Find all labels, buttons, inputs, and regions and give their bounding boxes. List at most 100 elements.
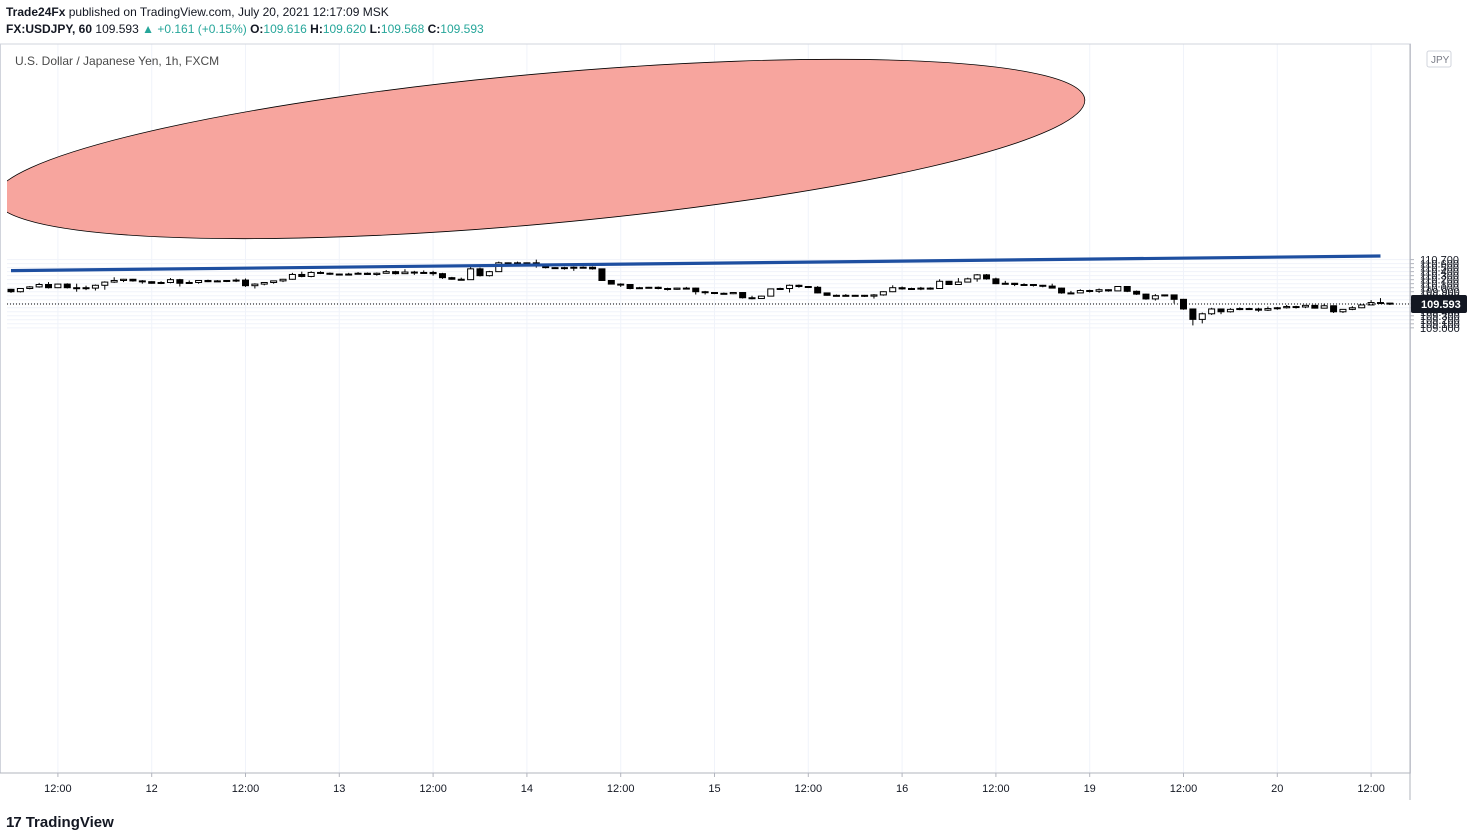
x-tick-label: 16: [896, 783, 908, 795]
candle-body: [589, 266, 597, 270]
open-value: 109.616: [263, 22, 307, 36]
candle-body: [110, 279, 118, 283]
candle-body: [195, 279, 203, 283]
chart-title: U.S. Dollar / Japanese Yen, 1h, FXCM: [15, 54, 219, 68]
candle-body: [120, 278, 128, 281]
candle-body: [1198, 313, 1206, 320]
candle-body: [242, 279, 249, 287]
candle-body: [645, 286, 653, 289]
price-tag: [1411, 295, 1467, 314]
tradingview-logo[interactable]: 17 TradingView: [6, 812, 114, 832]
candle-body: [598, 268, 606, 281]
x-tick-label: 20: [1271, 783, 1283, 795]
candle-body: [485, 271, 493, 277]
candle-body: [1376, 302, 1384, 305]
candle-body: [288, 273, 296, 280]
candle-body: [260, 281, 268, 285]
candle-body: [317, 271, 325, 274]
candle-body: [898, 287, 906, 290]
y-tick-label: 110.200: [1420, 275, 1459, 287]
candle-body: [1001, 282, 1009, 285]
candle-body: [91, 284, 99, 289]
tradingview-logo-icon: 17: [6, 813, 22, 831]
x-tick-label: 15: [708, 783, 720, 795]
candle-body: [954, 281, 962, 285]
candle-body: [682, 287, 690, 290]
candle-body: [1104, 289, 1112, 292]
y-tick-label: 110.000: [1420, 283, 1459, 295]
candle-body: [907, 288, 915, 291]
candle-body: [1339, 308, 1347, 313]
candle-body: [767, 288, 775, 297]
x-tick-label: 12:00: [982, 783, 1010, 795]
candle-body: [1301, 304, 1309, 308]
candle-body: [467, 268, 475, 281]
candle-body: [54, 283, 62, 289]
candle-body: [1142, 293, 1150, 300]
candle-body: [692, 287, 700, 293]
candle-body: [560, 267, 568, 270]
x-tick-label: 12:00: [795, 783, 823, 795]
x-tick-label: 12:00: [607, 783, 635, 795]
candle-body: [889, 287, 897, 293]
candle-body: [804, 285, 812, 288]
candle-body: [392, 271, 400, 275]
candle-body: [1048, 285, 1056, 289]
candle-body: [635, 287, 643, 290]
candle-body: [739, 292, 747, 299]
x-tick-label: 12:00: [44, 783, 72, 795]
candle-body: [213, 280, 221, 283]
candle-body: [448, 277, 456, 280]
candle-body: [1086, 290, 1094, 293]
candle-body: [1245, 308, 1253, 311]
candle-body: [757, 295, 765, 300]
candle-body: [185, 281, 193, 284]
candle-body: [251, 283, 259, 287]
x-tick-label: 12:00: [232, 783, 260, 795]
candle-body: [495, 262, 503, 273]
y-tick-label: 109.200: [1420, 315, 1460, 327]
candle-body: [101, 281, 109, 286]
publish-info: Trade24Fx published on TradingView.com, …: [6, 5, 389, 19]
candle-body: [429, 271, 437, 275]
candle-body: [232, 279, 240, 282]
x-tick-label: 13: [333, 783, 345, 795]
candle-body: [1320, 305, 1328, 309]
candle-body: [476, 268, 484, 277]
ellipse-zone: [7, 58, 1086, 240]
candle-body: [964, 278, 972, 283]
candle-body: [664, 288, 672, 291]
publish-text: published on TradingView.com, July 20, 2…: [68, 5, 389, 19]
candle-body: [298, 273, 306, 277]
x-tick-label: 12:00: [1170, 783, 1198, 795]
ohlc-bar: FX:USDJPY, 60 109.593 ▲ +0.161 (+0.15%) …: [6, 22, 484, 36]
candle-body: [870, 294, 878, 297]
candle-body: [166, 279, 174, 283]
author-name: Trade24Fx: [6, 5, 66, 19]
candle-body: [720, 292, 728, 295]
candle-body: [410, 271, 418, 274]
candle-body: [373, 272, 381, 275]
x-tick-label: 19: [1084, 783, 1096, 795]
x-tick-label: 12:00: [419, 783, 447, 795]
candle-body: [570, 266, 578, 269]
candle-body: [1292, 306, 1300, 309]
candle-body: [1058, 287, 1066, 294]
candle-body: [63, 283, 71, 289]
candle-body: [1208, 308, 1216, 315]
candle-body: [832, 294, 840, 297]
candle-body: [711, 292, 718, 295]
candle-body: [617, 283, 625, 286]
candle-body: [1076, 290, 1084, 294]
candle-body: [1161, 294, 1169, 297]
candle-body: [270, 280, 278, 283]
candle-body: [138, 280, 146, 283]
candle-body: [82, 287, 90, 290]
low-label: L:: [369, 22, 381, 36]
high-value: 109.620: [322, 22, 367, 36]
currency-box[interactable]: [1426, 50, 1452, 68]
candle-body: [1348, 307, 1356, 310]
candle-body: [26, 286, 34, 290]
symbol-label[interactable]: FX:USDJPY, 60: [6, 22, 93, 36]
